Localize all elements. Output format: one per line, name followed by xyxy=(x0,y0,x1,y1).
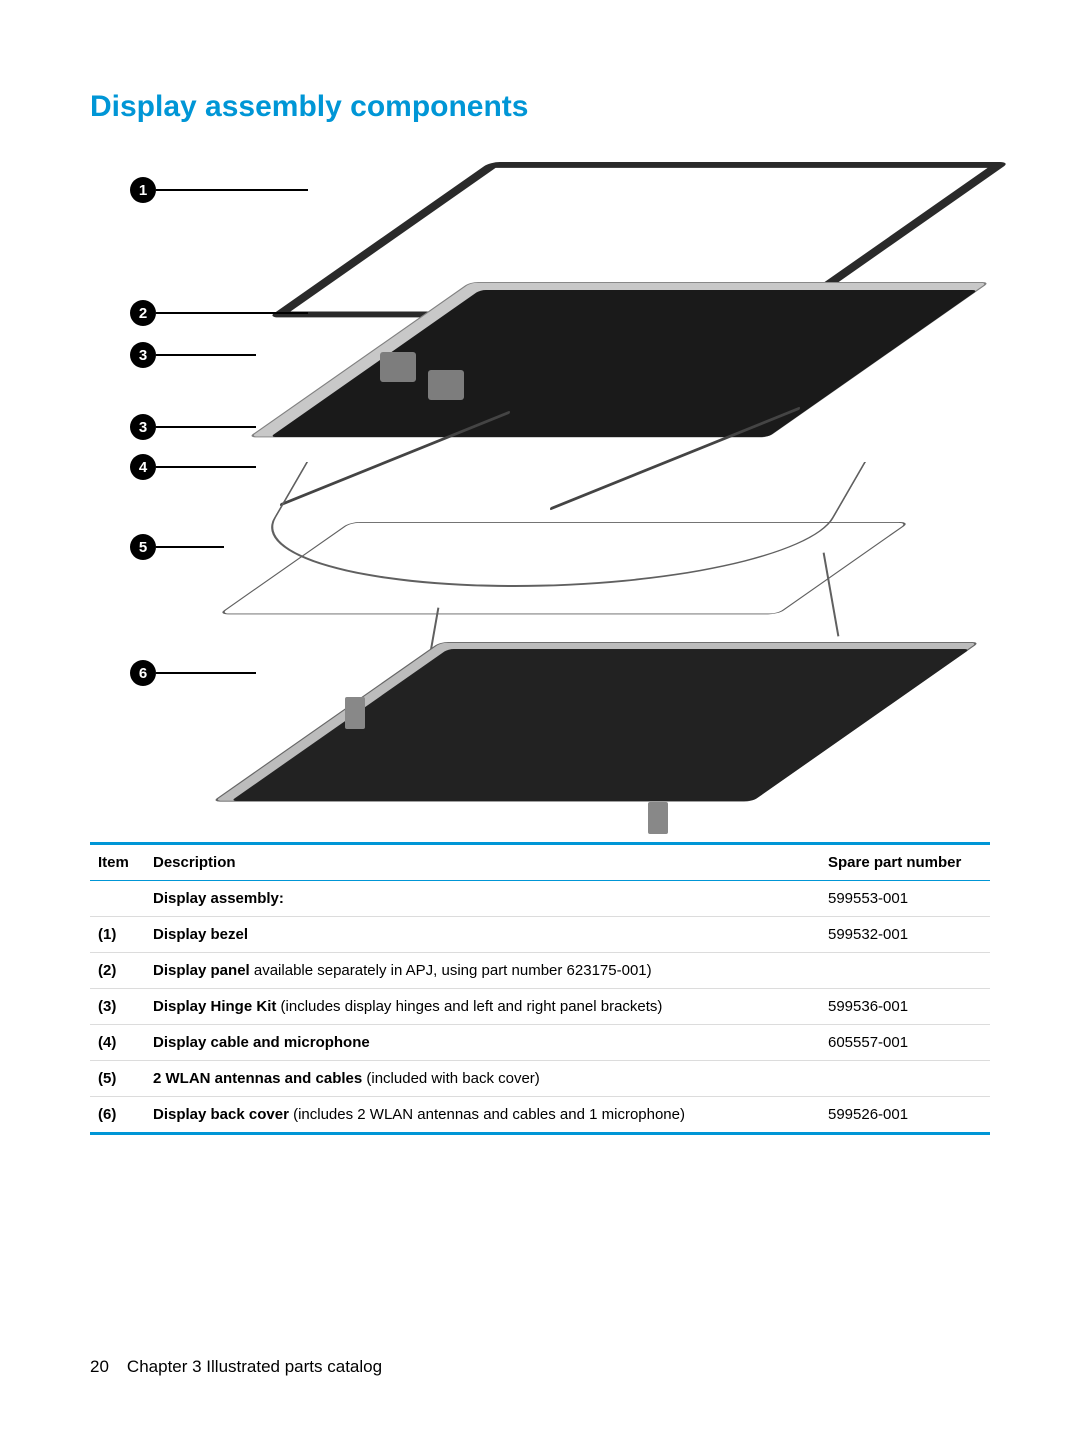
callout-leader xyxy=(156,189,308,191)
callout-leader xyxy=(156,546,224,548)
callout-bubble: 1 xyxy=(130,177,156,203)
callout-5: 5 xyxy=(130,534,224,560)
callout-1: 1 xyxy=(130,177,308,203)
table-row: (5)2 WLAN antennas and cables (included … xyxy=(90,1061,990,1097)
cell-description-bold: 2 WLAN antennas and cables xyxy=(153,1070,362,1087)
cell-description-bold: Display Hinge Kit xyxy=(153,998,276,1015)
callout-bubble: 3 xyxy=(130,414,156,440)
cell-description-bold: Display cable and microphone xyxy=(153,1034,370,1051)
cell-item: (6) xyxy=(90,1097,145,1134)
parts-table: Item Description Spare part number Displ… xyxy=(90,842,990,1135)
cell-description-bold: Display back cover xyxy=(153,1106,289,1123)
table-row: (3)Display Hinge Kit (includes display h… xyxy=(90,989,990,1025)
cell-description: Display panel available separately in AP… xyxy=(145,953,820,989)
cell-item: (3) xyxy=(90,989,145,1025)
cell-item: (5) xyxy=(90,1061,145,1097)
callout-bubble: 3 xyxy=(130,342,156,368)
callout-bubble: 6 xyxy=(130,660,156,686)
cell-spare xyxy=(820,1061,990,1097)
callout-leader xyxy=(156,312,308,314)
part-hingepost-left xyxy=(345,697,365,729)
cell-description: 2 WLAN antennas and cables (included wit… xyxy=(145,1061,820,1097)
callout-bubble: 4 xyxy=(130,454,156,480)
table-row: (4) Display cable and microphone 605557-00… xyxy=(90,1025,990,1061)
cell-description: Display cable and microphone xyxy=(145,1025,820,1061)
cell-description: Display assembly: xyxy=(145,881,820,917)
callout-6: 6 xyxy=(130,660,256,686)
part-hinge-left xyxy=(380,352,416,382)
cell-description-note: (included with back cover) xyxy=(362,1070,540,1087)
cell-description: Display bezel xyxy=(145,917,820,953)
cell-item: (2) xyxy=(90,953,145,989)
section-title: Display assembly components xyxy=(90,90,990,124)
exploded-diagram: 1 2 3 3 4 5 6 xyxy=(130,152,950,822)
part-backcover xyxy=(231,649,970,801)
cell-description-bold: Display assembly: xyxy=(153,890,284,907)
callout-3: 3 xyxy=(130,414,256,440)
callout-2: 2 xyxy=(130,300,308,326)
table-row: (6)Display back cover (includes 2 WLAN a… xyxy=(90,1097,990,1134)
callout-leader xyxy=(156,672,256,674)
cell-item: (1) xyxy=(90,917,145,953)
cell-description-note: (includes 2 WLAN antennas and cables and… xyxy=(289,1106,685,1123)
cell-spare xyxy=(820,953,990,989)
cell-item xyxy=(90,881,145,917)
callout-leader xyxy=(156,426,256,428)
cell-description-note: available separately in APJ, using part … xyxy=(250,962,652,979)
table-body: Display assembly: 599553-001 (1) Display be… xyxy=(90,881,990,1134)
header-item: Item xyxy=(90,844,145,881)
cell-spare: 599553-001 xyxy=(820,881,990,917)
part-hingepost-right xyxy=(648,802,668,834)
page-number: 20 xyxy=(90,1357,109,1377)
cell-description: Display back cover (includes 2 WLAN ante… xyxy=(145,1097,820,1134)
cell-description: Display Hinge Kit (includes display hing… xyxy=(145,989,820,1025)
table-header-row: Item Description Spare part number xyxy=(90,844,990,881)
cell-spare: 599536-001 xyxy=(820,989,990,1025)
table-row: (1) Display bezel 599532-001 xyxy=(90,917,990,953)
callout-4: 4 xyxy=(130,454,256,480)
cell-spare: 599532-001 xyxy=(820,917,990,953)
cell-description-note: (includes display hinges and left and ri… xyxy=(276,998,662,1015)
part-hinge-right xyxy=(428,370,464,400)
table-row: Display assembly: 599553-001 xyxy=(90,881,990,917)
table-row: (2)Display panel available separately in… xyxy=(90,953,990,989)
cell-spare: 599526-001 xyxy=(820,1097,990,1134)
header-description: Description xyxy=(145,844,820,881)
callout-3: 3 xyxy=(130,342,256,368)
callout-bubble: 5 xyxy=(130,534,156,560)
cell-description-bold: Display bezel xyxy=(153,926,248,943)
header-spare: Spare part number xyxy=(820,844,990,881)
callout-bubble: 2 xyxy=(130,300,156,326)
callout-leader xyxy=(156,354,256,356)
page: Display assembly components 1 2 3 3 4 5 6 Item… xyxy=(0,0,1080,1437)
chapter-label: Chapter 3 Illustrated parts catalog xyxy=(127,1357,382,1377)
page-footer: 20 Chapter 3 Illustrated parts catalog xyxy=(90,1357,382,1377)
cell-spare: 605557-001 xyxy=(820,1025,990,1061)
callout-leader xyxy=(156,466,256,468)
cell-item: (4) xyxy=(90,1025,145,1061)
cell-description-bold: Display panel xyxy=(153,962,250,979)
